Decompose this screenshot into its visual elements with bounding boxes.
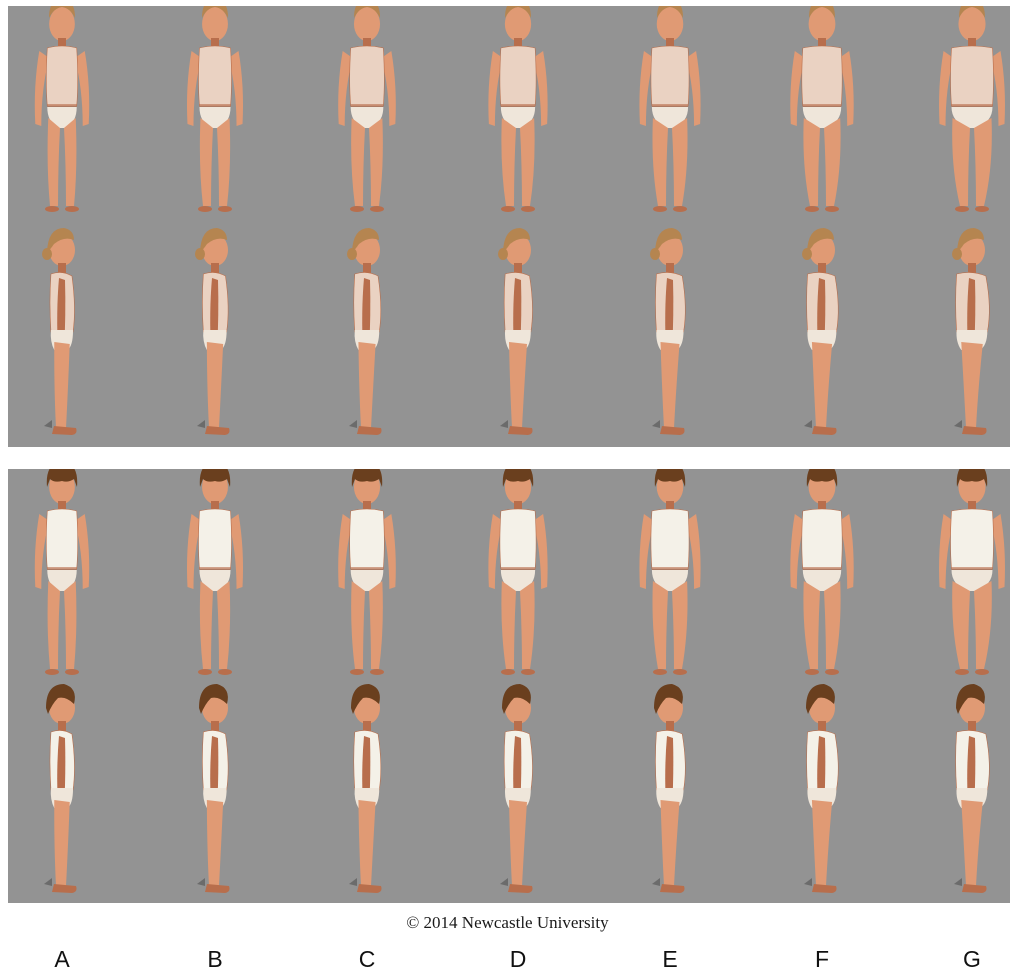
boy-side-figure-f	[772, 684, 872, 900]
girl-side-figure-d	[468, 228, 568, 442]
girl-side-figure-c	[317, 228, 417, 442]
boy-side-figure-a	[12, 684, 112, 900]
boy-front-figure-d	[468, 469, 568, 681]
copyright-notice: © 2014 Newcastle University	[406, 913, 609, 932]
girl-side-figure-f	[772, 228, 872, 442]
girl-side-row	[8, 228, 1010, 445]
girl-side-figure-a	[12, 228, 112, 442]
boy-front-figure-f	[772, 469, 872, 681]
boy-front-row	[8, 469, 1010, 684]
column-label-c: C	[358, 946, 376, 972]
column-label-g: G	[963, 946, 981, 972]
column-label-a: A	[54, 946, 70, 972]
column-label-d: D	[509, 946, 527, 972]
boy-side-figure-g	[922, 684, 1010, 900]
boy-front-figure-c	[317, 469, 417, 681]
girl-side-figure-g	[922, 228, 1010, 442]
girl-front-row	[8, 6, 1010, 221]
girl-front-figure-b	[165, 6, 265, 218]
boy-front-figure-e	[620, 469, 720, 681]
girl-side-figure-b	[165, 228, 265, 442]
boy-side-figure-d	[468, 684, 568, 900]
boy-side-row	[8, 684, 1010, 903]
boy-side-figure-c	[317, 684, 417, 900]
girl-figures-panel	[8, 6, 1010, 447]
girl-front-figure-f	[772, 6, 872, 218]
column-label-b: B	[207, 946, 223, 972]
girl-side-figure-e	[620, 228, 720, 442]
boy-side-figure-b	[165, 684, 265, 900]
column-label-f: F	[814, 946, 830, 972]
boy-front-figure-b	[165, 469, 265, 681]
boy-front-figure-g	[922, 469, 1010, 681]
column-labels: A B C D E F G	[0, 946, 1015, 976]
boy-side-figure-e	[620, 684, 720, 900]
column-label-e: E	[662, 946, 678, 972]
boy-front-figure-a	[12, 469, 112, 681]
girl-front-figure-c	[317, 6, 417, 218]
girl-front-figure-d	[468, 6, 568, 218]
girl-front-figure-g	[922, 6, 1010, 218]
girl-front-figure-e	[620, 6, 720, 218]
girl-front-figure-a	[12, 6, 112, 218]
boy-figures-panel	[8, 469, 1010, 903]
